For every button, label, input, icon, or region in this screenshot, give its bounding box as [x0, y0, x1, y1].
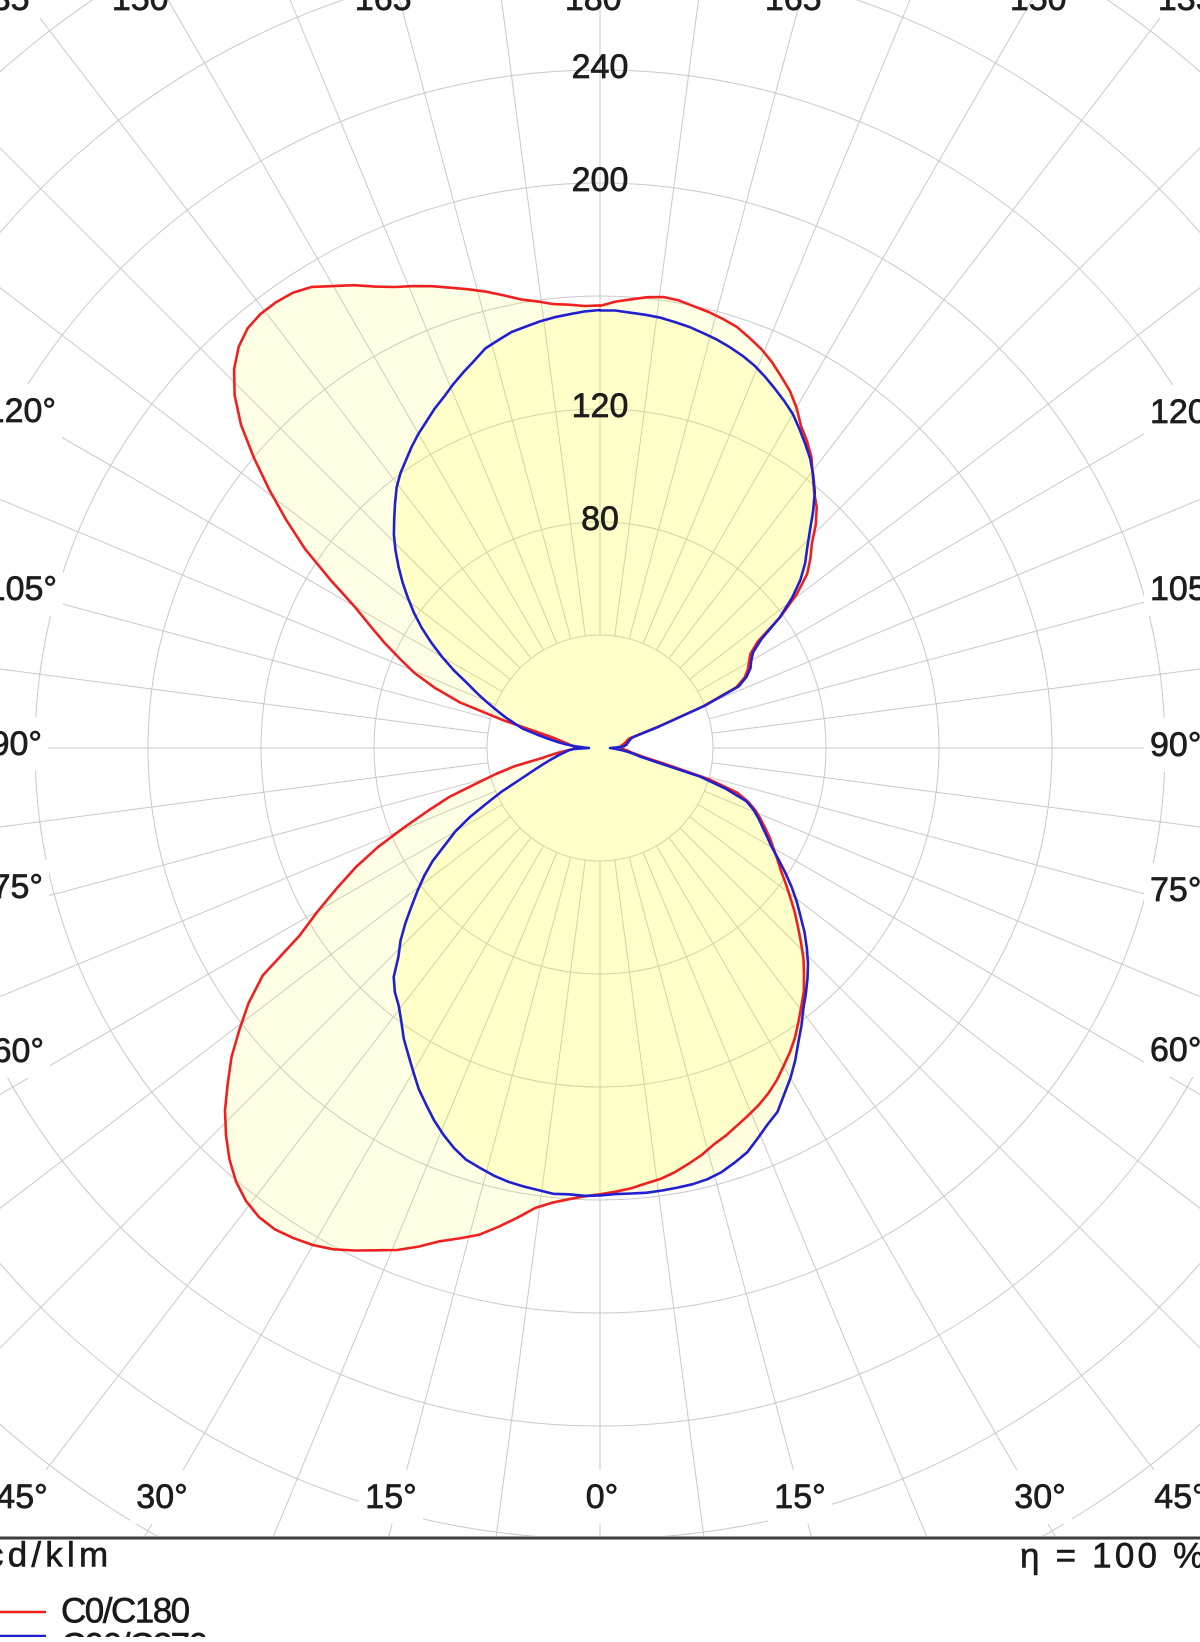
svg-text:η = 100 %: η = 100 % — [1020, 1537, 1200, 1576]
svg-text:60°: 60° — [0, 1032, 44, 1070]
svg-text:120: 120 — [572, 387, 629, 425]
svg-text:135°: 135° — [1158, 0, 1200, 18]
svg-text:165°: 165° — [765, 0, 835, 18]
svg-text:240: 240 — [572, 48, 629, 86]
svg-text:45°: 45° — [1154, 1478, 1200, 1516]
svg-text:165°: 165° — [355, 0, 425, 18]
svg-text:150°: 150° — [112, 0, 182, 18]
svg-text:105°: 105° — [1150, 570, 1200, 608]
svg-text:180°: 180° — [565, 0, 635, 18]
svg-text:15°: 15° — [365, 1478, 416, 1516]
svg-text:80: 80 — [581, 500, 619, 538]
svg-text:90°: 90° — [0, 725, 42, 763]
svg-text:75°: 75° — [1150, 871, 1200, 909]
svg-text:0°: 0° — [586, 1478, 619, 1516]
svg-text:45°: 45° — [0, 1478, 48, 1516]
svg-text:120°: 120° — [0, 392, 56, 430]
svg-text:120°: 120° — [1150, 393, 1200, 431]
svg-text:200: 200 — [572, 161, 629, 199]
svg-text:cd/klm: cd/klm — [0, 1536, 112, 1575]
svg-text:75°: 75° — [0, 868, 43, 906]
svg-text:30°: 30° — [1014, 1478, 1065, 1516]
svg-text:60°: 60° — [1150, 1031, 1200, 1069]
svg-text:105°: 105° — [0, 570, 57, 608]
svg-text:30°: 30° — [136, 1478, 187, 1516]
svg-text:C0/C180: C0/C180 — [61, 1592, 190, 1631]
svg-text:C90/C270: C90/C270 — [61, 1627, 208, 1638]
svg-text:15°: 15° — [774, 1478, 825, 1516]
svg-text:150°: 150° — [1010, 0, 1080, 18]
svg-text:90°: 90° — [1150, 726, 1200, 764]
svg-text:135°: 135° — [0, 0, 43, 18]
